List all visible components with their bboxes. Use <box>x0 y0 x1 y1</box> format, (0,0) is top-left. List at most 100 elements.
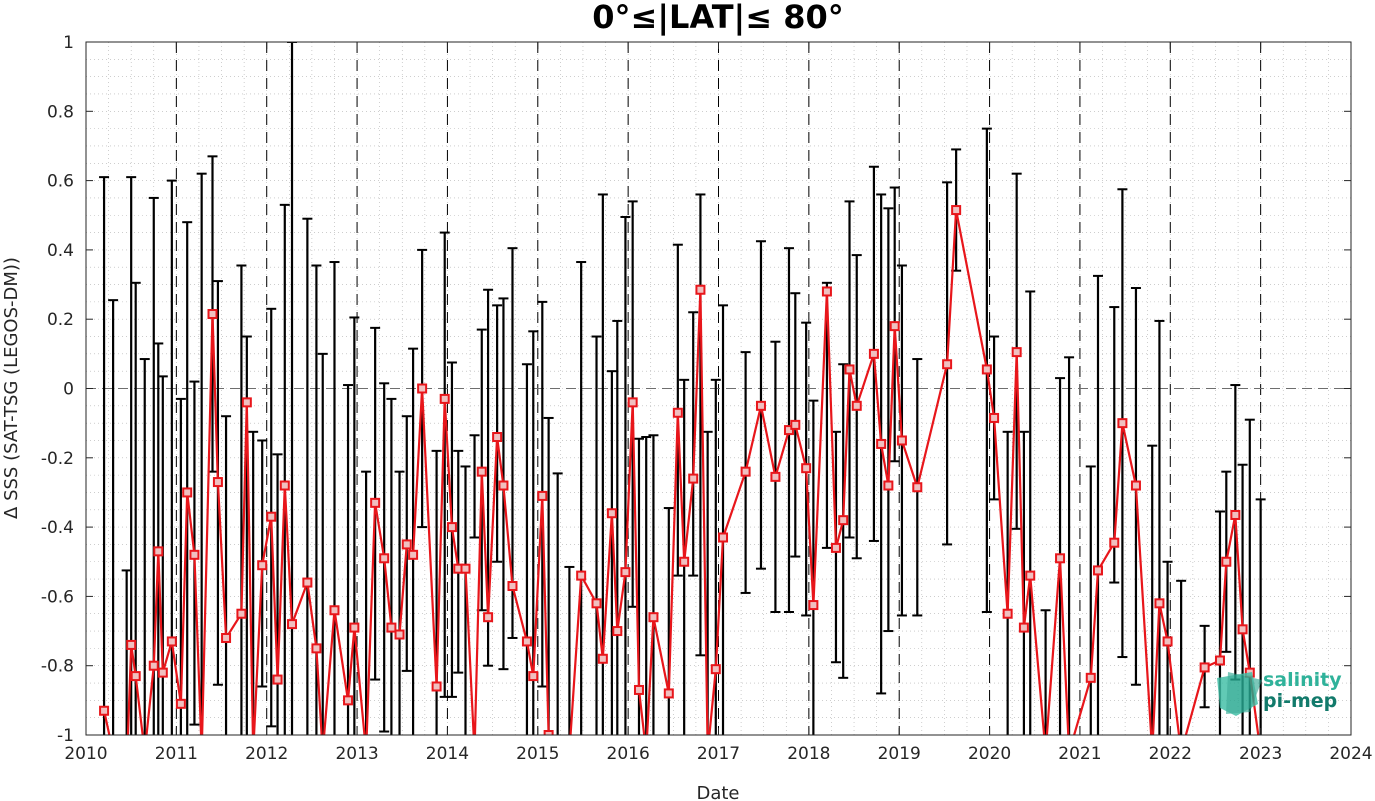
data-point-marker <box>1109 537 1120 548</box>
data-point-marker <box>287 619 298 630</box>
data-point-marker <box>1093 565 1103 576</box>
data-point-marker <box>153 546 164 557</box>
data-point-marker <box>1085 672 1096 683</box>
x-tick-label: 2015 <box>516 744 559 764</box>
x-tick-label: 2023 <box>1239 744 1282 764</box>
x-tick-label: 2011 <box>155 744 198 764</box>
data-point-marker <box>417 383 428 394</box>
data-point-marker <box>1130 480 1141 491</box>
data-point-marker <box>446 522 457 533</box>
data-point-marker <box>498 480 509 491</box>
data-point-marker <box>1117 418 1128 429</box>
data-point-marker <box>633 684 644 695</box>
data-point-marker <box>688 473 699 484</box>
data-point-marker <box>279 480 290 491</box>
x-tick-label: 2012 <box>245 744 288 764</box>
data-point-marker <box>1018 622 1029 633</box>
data-point-marker <box>718 532 729 543</box>
x-tick-label: 2022 <box>1149 744 1192 764</box>
y-tick-label: -0.8 <box>41 657 74 677</box>
data-point-marker <box>1055 553 1066 564</box>
data-point-marker <box>507 581 518 592</box>
data-point-marker <box>740 466 751 477</box>
data-point-marker <box>130 671 141 682</box>
data-point-marker <box>981 364 992 375</box>
data-point-marker <box>942 359 953 370</box>
data-point-marker <box>648 612 659 623</box>
x-tick-label: 2014 <box>426 744 469 764</box>
data-point-marker <box>1230 509 1241 520</box>
axes: 2010 2011 2012 2013 2014 2015 2016 2017 2018 2019… <box>41 33 1373 764</box>
data-point-marker <box>266 511 277 522</box>
y-tick-label: -1 <box>57 726 74 746</box>
data-point-marker <box>207 309 218 320</box>
data-point-marker <box>808 600 819 611</box>
data-point-marker <box>790 419 801 430</box>
data-point-marker <box>951 205 962 216</box>
data-point-marker <box>483 612 494 623</box>
data-point-marker <box>989 412 1000 423</box>
y-tick-label: 0 <box>63 380 74 400</box>
data-point-marker <box>311 643 322 654</box>
data-point-marker <box>612 626 623 637</box>
data-point-marker <box>394 629 405 640</box>
data-point-marker <box>821 286 832 297</box>
data-point-marker <box>783 425 794 436</box>
y-tick-label: -0.4 <box>41 518 74 538</box>
chart-title: 0°≤|LAT|≤ 80° <box>592 0 843 37</box>
y-tick-label: 0.8 <box>47 102 74 122</box>
data-point-marker <box>439 393 450 404</box>
data-point-marker <box>543 730 554 735</box>
data-point-marker <box>401 539 412 550</box>
data-point-marker <box>1214 655 1225 666</box>
y-tick-label: 0.6 <box>47 172 74 192</box>
data-point-marker <box>175 698 186 709</box>
data-point-marker <box>1221 556 1232 567</box>
data-point-marker <box>597 653 608 664</box>
salinity-pi-mep-logo: salinity pi-mep <box>1217 669 1342 716</box>
y-tick-label: -0.2 <box>41 449 74 469</box>
data-point-marker <box>221 632 232 643</box>
x-tick-label: 2010 <box>64 744 107 764</box>
data-point-marker <box>1025 570 1036 581</box>
logo-text-pimep: pi-mep <box>1263 690 1337 712</box>
data-point-marker <box>1011 347 1022 358</box>
data-point-marker <box>844 364 855 375</box>
data-point-marker <box>1199 662 1210 673</box>
data-point-marker <box>679 556 690 567</box>
data-point-marker <box>319 748 327 756</box>
data-point-marker <box>672 407 683 418</box>
x-tick-label: 2021 <box>1058 744 1101 764</box>
x-tick-label: 2016 <box>607 744 650 764</box>
x-axis-label: Date <box>696 783 739 801</box>
data-point-marker <box>801 463 812 474</box>
logo-emblem-icon <box>1217 672 1262 716</box>
data-point-marker <box>889 321 900 332</box>
data-point-marker <box>663 688 674 699</box>
data-point-marker <box>343 695 354 706</box>
data-point-marker <box>257 560 268 571</box>
data-point-marker <box>851 400 862 411</box>
data-point-marker <box>370 497 381 508</box>
data-point-marker <box>109 748 117 756</box>
data-point-marker <box>241 397 252 408</box>
data-point-marker <box>710 664 721 675</box>
data-point-marker <box>236 608 247 619</box>
x-tick-label: 2019 <box>878 744 921 764</box>
data-point-marker <box>329 605 340 616</box>
data-point-marker <box>876 438 887 449</box>
data-point-marker <box>606 508 617 519</box>
plot-marks <box>99 42 1266 774</box>
data-point-marker <box>1002 608 1013 619</box>
data-point-marker <box>770 471 781 482</box>
data-point-marker <box>99 705 110 716</box>
data-point-marker <box>272 674 283 685</box>
data-point-marker <box>123 766 131 774</box>
data-point-marker <box>830 542 841 553</box>
data-point-marker <box>166 636 177 647</box>
data-point-marker <box>755 400 766 411</box>
x-tick-label: 2018 <box>787 744 830 764</box>
data-point-marker <box>157 667 168 678</box>
data-point-marker <box>189 549 200 560</box>
